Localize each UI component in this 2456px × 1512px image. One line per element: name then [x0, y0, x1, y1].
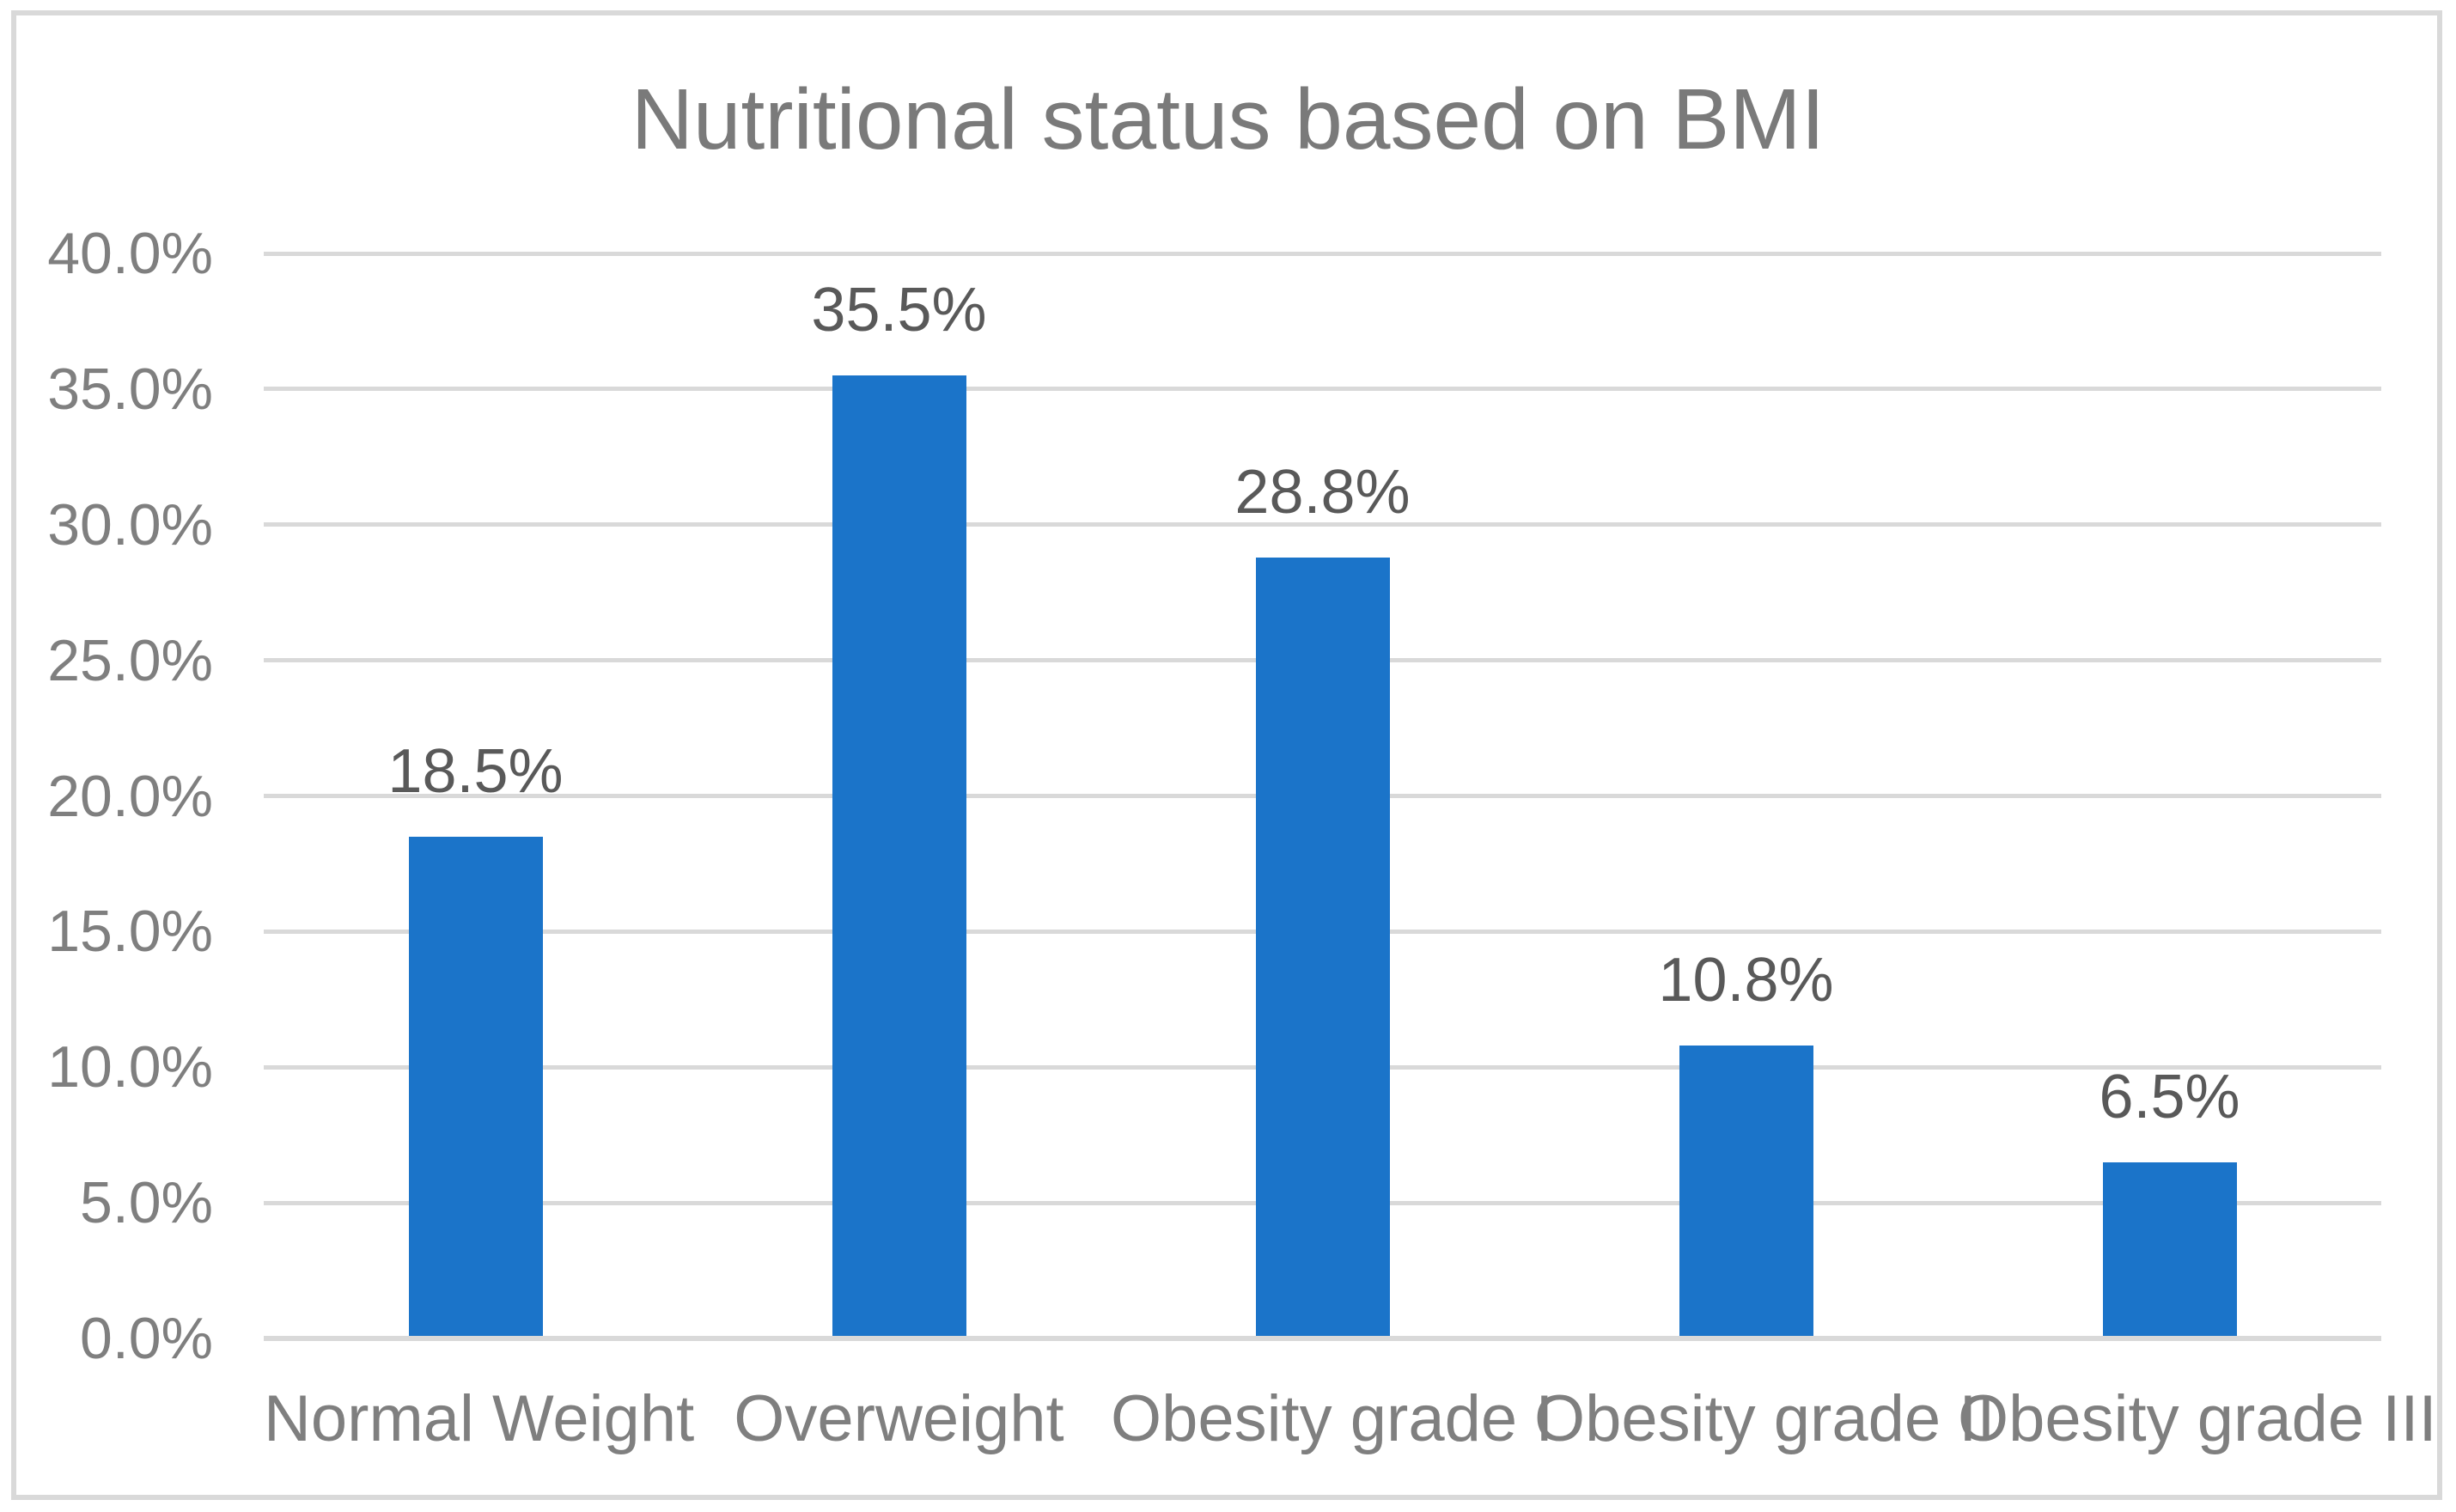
y-axis-tick-label: 5.0%	[80, 1170, 213, 1236]
bar	[2102, 1161, 2237, 1336]
chart-title: Nutritional status based on BMI	[631, 71, 1825, 168]
gridline	[264, 522, 2381, 527]
bar-value-label: 6.5%	[2099, 1062, 2240, 1131]
y-axis-tick-label: 15.0%	[47, 899, 213, 965]
y-axis-tick-label: 40.0%	[47, 221, 213, 286]
y-axis-tick-label: 35.0%	[47, 356, 213, 422]
x-axis-category-label: Obesity grade II	[1534, 1382, 1996, 1455]
bar	[1679, 1045, 1813, 1336]
bar-value-label: 10.8%	[1658, 945, 1834, 1015]
bar	[832, 375, 966, 1336]
x-axis-category-label: Obesity grade III	[1958, 1382, 2437, 1455]
x-axis-category-label: Overweight	[734, 1382, 1064, 1455]
bar	[1255, 557, 1390, 1336]
y-axis-tick-label: 0.0%	[80, 1306, 213, 1371]
x-axis-category-label: Normal Weight	[264, 1382, 695, 1455]
gridline	[264, 251, 2381, 256]
x-axis-category-label: Obesity grade I	[1111, 1382, 1554, 1455]
bar-value-label: 35.5%	[811, 276, 987, 345]
gridline	[264, 387, 2381, 392]
bar-value-label: 18.5%	[387, 736, 564, 806]
y-axis-tick-label: 30.0%	[47, 491, 213, 558]
y-axis-tick-label: 10.0%	[47, 1034, 213, 1100]
y-axis-tick-label: 20.0%	[47, 763, 213, 829]
y-axis-tick-label: 25.0%	[47, 627, 213, 693]
bar-value-label: 28.8%	[1234, 457, 1411, 527]
x-axis-line	[264, 1336, 2381, 1341]
bar	[408, 836, 543, 1336]
